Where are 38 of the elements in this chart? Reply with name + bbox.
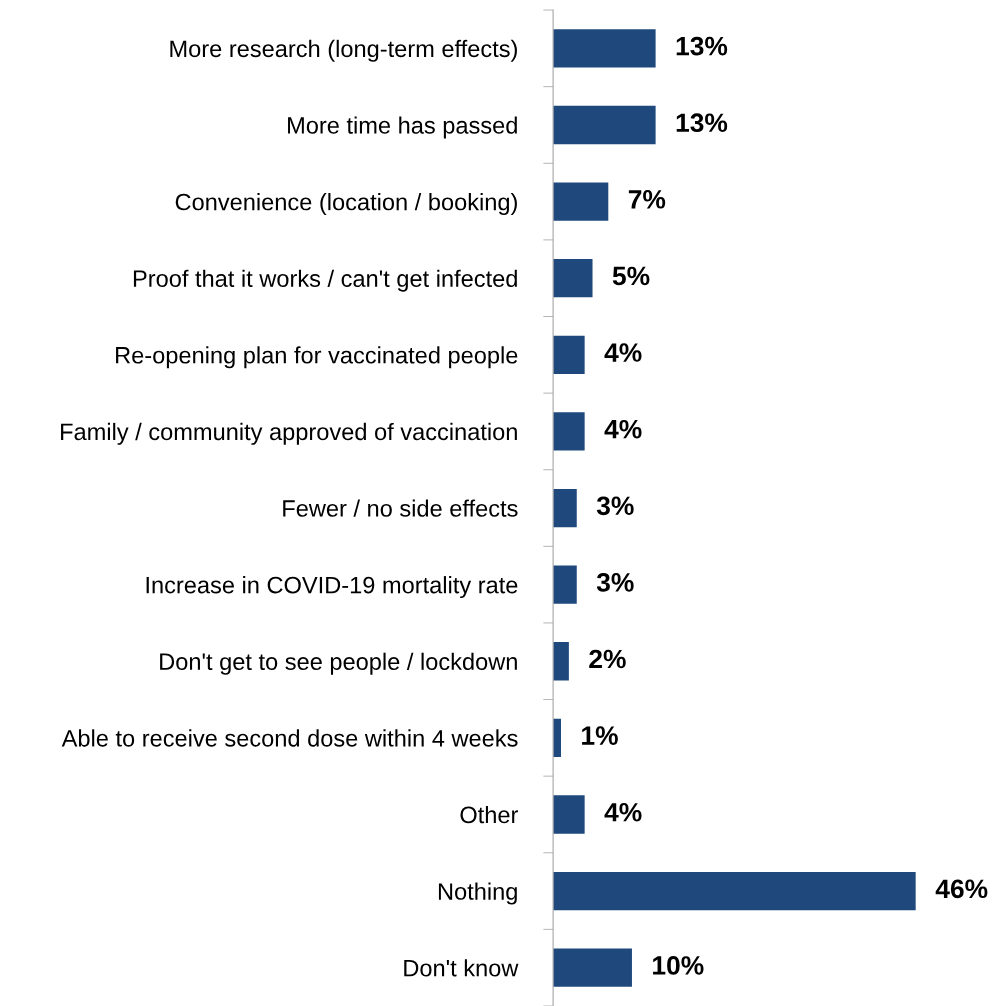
- data-label: 2%: [589, 649, 626, 669]
- y-tick-label: Increase in COVID-19 mortality rate: [146, 576, 518, 599]
- y-tick-label: Don't get to see people / lockdown: [160, 652, 517, 675]
- y-tick-label: Other: [460, 805, 518, 824]
- y-tick-label: Convenience (location / booking): [175, 193, 517, 216]
- data-label: 1%: [582, 726, 618, 745]
- bar: [553, 871, 916, 911]
- y-tick-label: Family / community approved of vaccination: [61, 422, 517, 445]
- data-label: 5%: [612, 266, 650, 286]
- y-tick-label: Don't know: [404, 959, 519, 977]
- bar: [553, 182, 609, 221]
- y-tick-label: Able to receive second dose within 4 weeks: [61, 729, 518, 747]
- bar: [553, 412, 585, 451]
- y-tick-label: More time has passed: [288, 116, 517, 139]
- bar: [553, 565, 577, 604]
- data-label: 13%: [676, 113, 728, 133]
- data-label: 46%: [935, 879, 988, 899]
- data-label: 4%: [604, 343, 642, 362]
- data-label: 4%: [604, 802, 642, 822]
- y-tick-label: Re-opening plan for vaccinated people: [116, 346, 518, 369]
- data-label: 3%: [596, 573, 634, 592]
- data-label: 3%: [596, 496, 634, 516]
- y-tick-label: Nothing: [438, 882, 517, 905]
- data-label: 7%: [628, 190, 666, 209]
- bar: [553, 642, 569, 681]
- bar: [553, 105, 656, 145]
- bar: [553, 948, 632, 987]
- y-tick-label: Fewer / no side effects: [283, 499, 518, 517]
- y-tick-label: Proof that it works / can't get infected: [133, 269, 517, 292]
- data-label: 13%: [676, 36, 728, 56]
- data-label: 4%: [604, 419, 642, 439]
- y-tick-label: More research (long-term effects): [170, 39, 517, 62]
- bar: [553, 335, 585, 374]
- bar: [553, 29, 656, 68]
- bar: [553, 488, 577, 528]
- data-label: 10%: [653, 956, 704, 975]
- bar: [553, 259, 593, 298]
- bar: [553, 795, 585, 834]
